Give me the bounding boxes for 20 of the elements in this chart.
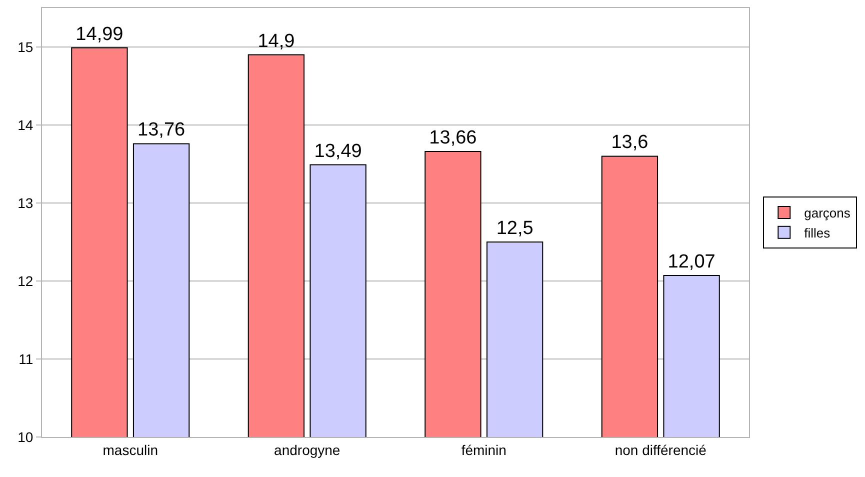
y-tick-label: 15: [18, 38, 34, 55]
legend-label: filles: [804, 225, 831, 240]
x-tick-label: masculin: [102, 442, 158, 458]
y-tick-label: 14: [18, 116, 34, 133]
data-label: 14,9: [258, 30, 295, 52]
y-tick-label: 11: [18, 350, 34, 367]
data-label: 14,99: [76, 24, 124, 45]
y-tick-label: 10: [18, 428, 34, 445]
data-label: 13,76: [138, 120, 186, 141]
data-label: 13,66: [429, 128, 477, 149]
data-label: 13,49: [314, 140, 362, 162]
legend-label: garçons: [804, 206, 851, 221]
x-tick-label: non différencié: [614, 442, 707, 458]
x-tick-label: androgyne: [274, 442, 340, 458]
y-tick-label: 12: [18, 272, 34, 289]
data-label: 12,5: [496, 218, 534, 239]
data-label: 13,6: [611, 132, 648, 154]
y-tick-label: 13: [18, 194, 34, 211]
x-tick-label: féminin: [461, 442, 506, 458]
data-label: 12,07: [668, 252, 716, 273]
